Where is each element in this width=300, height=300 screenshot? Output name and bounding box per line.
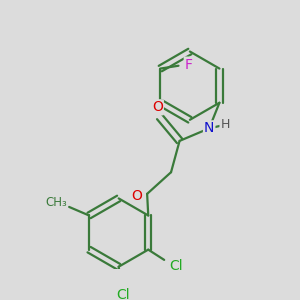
Text: O: O: [131, 189, 142, 202]
Text: F: F: [185, 58, 193, 72]
Text: N: N: [204, 122, 214, 135]
Text: Cl: Cl: [116, 288, 130, 300]
Text: CH₃: CH₃: [45, 196, 67, 209]
Text: Cl: Cl: [169, 259, 182, 273]
Text: O: O: [152, 100, 163, 114]
Text: H: H: [220, 118, 230, 131]
